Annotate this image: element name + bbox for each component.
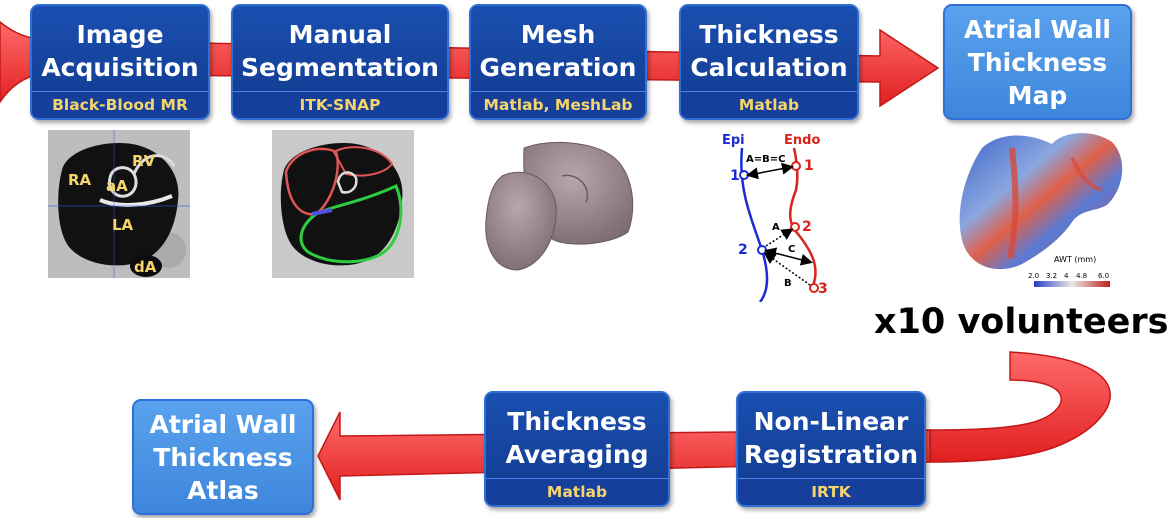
step-title: Atrial Wall Thickness Atlas bbox=[149, 409, 297, 505]
endo-point-3 bbox=[809, 283, 819, 293]
equation-label: A=B=C bbox=[746, 154, 785, 165]
epi-point-2 bbox=[757, 245, 767, 255]
endo-point-2 bbox=[790, 222, 800, 232]
step-thickness-calculation: Thickness Calculation Matlab bbox=[679, 4, 859, 120]
label-ra: RA bbox=[68, 171, 92, 189]
mri-image: RA RV aA LA dA bbox=[48, 130, 190, 278]
step-tool: Matlab bbox=[681, 91, 857, 118]
epi-point-2-label: 2 bbox=[738, 242, 748, 258]
step-image-acquisition: Image Acquisition Black-Blood MR bbox=[30, 4, 210, 120]
mesh-image bbox=[485, 141, 634, 271]
colorbar-tick: 3.2 bbox=[1046, 272, 1057, 280]
step-tool: ITK-SNAP bbox=[233, 91, 447, 118]
epi-point-1-label: 1 bbox=[730, 168, 740, 184]
step-tool: Matlab, MeshLab bbox=[471, 91, 645, 118]
step-title: Atrial Wall Thickness Map bbox=[963, 14, 1112, 110]
endo-point-3-label: 3 bbox=[818, 281, 828, 297]
uturn-arrow bbox=[929, 351, 1111, 463]
step-mesh-generation: Mesh Generation Matlab, MeshLab bbox=[469, 4, 647, 120]
thickness-calculation-diagram: Epi Endo A=B=C 1 2 1 2 3 A B C bbox=[722, 133, 828, 302]
segment-b bbox=[763, 252, 811, 286]
awt-map-image: AWT (mm) 2.0 3.2 4 4.8 6.0 bbox=[959, 133, 1123, 287]
step-awt-map: Atrial Wall Thickness Map bbox=[943, 4, 1132, 120]
step-awt-atlas: Atrial Wall Thickness Atlas bbox=[132, 399, 314, 515]
colorbar-title: AWT (mm) bbox=[1054, 255, 1096, 264]
step-title: Non-Linear Registration bbox=[743, 407, 919, 469]
epi-point-1 bbox=[739, 170, 749, 180]
colorbar-tick: 2.0 bbox=[1028, 272, 1039, 280]
segment-c-label: C bbox=[788, 244, 795, 255]
colorbar-tick: 4.8 bbox=[1076, 272, 1087, 280]
step-thickness-averaging: Thickness Averaging Matlab bbox=[484, 391, 670, 507]
step-title: Thickness Averaging bbox=[505, 407, 649, 469]
endo-point-1-label: 1 bbox=[804, 158, 814, 174]
segmentation-image bbox=[272, 130, 414, 278]
step-manual-segmentation: Manual Segmentation ITK-SNAP bbox=[231, 4, 449, 120]
step-non-linear-registration: Non-Linear Registration IRTK bbox=[736, 391, 926, 507]
step-tool: Matlab bbox=[486, 478, 668, 505]
step-title: Thickness Calculation bbox=[690, 20, 848, 82]
segment-a-label: A bbox=[772, 222, 780, 233]
colorbar-tick: 6.0 bbox=[1098, 272, 1109, 280]
epi-label: Epi bbox=[722, 133, 745, 148]
segment-a bbox=[765, 228, 794, 247]
volunteers-label: x10 volunteers bbox=[874, 302, 1169, 342]
colorbar-tick: 4 bbox=[1064, 272, 1069, 280]
step-tool: IRTK bbox=[738, 478, 924, 505]
label-da: dA bbox=[134, 258, 157, 276]
segment-top bbox=[746, 162, 794, 180]
endo-point-1 bbox=[791, 161, 801, 171]
segment-b-label: B bbox=[784, 278, 792, 289]
colorbar bbox=[1034, 281, 1110, 287]
step-title: Mesh Generation bbox=[479, 20, 637, 82]
endo-point-2-label: 2 bbox=[802, 219, 812, 235]
step-title: Image Acquisition bbox=[41, 20, 199, 82]
step-tool: Black-Blood MR bbox=[32, 91, 208, 118]
endo-curve bbox=[789, 147, 817, 289]
step-title: Manual Segmentation bbox=[241, 20, 439, 82]
label-rv: RV bbox=[132, 152, 156, 170]
endo-label: Endo bbox=[784, 133, 820, 148]
label-la: LA bbox=[112, 216, 134, 234]
label-aa: aA bbox=[106, 177, 128, 195]
